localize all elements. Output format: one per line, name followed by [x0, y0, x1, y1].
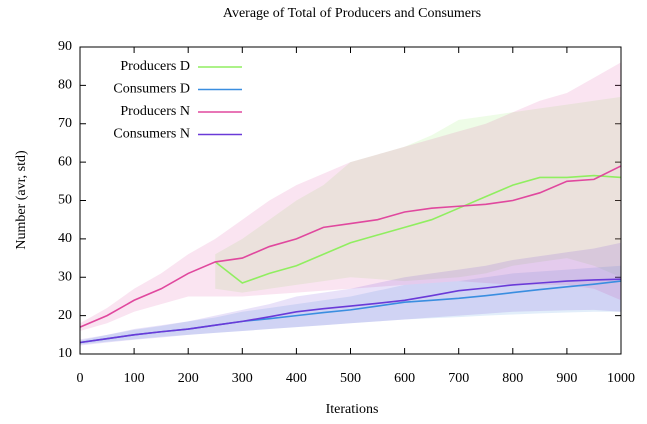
x-tick-label: 100 [124, 371, 145, 386]
x-tick-label: 900 [556, 371, 577, 386]
series-line [79, 278, 622, 344]
x-tick-label: 700 [448, 371, 469, 386]
y-tick-label: 60 [58, 154, 72, 169]
x-axis-label: Iterations [326, 402, 379, 417]
y-tick-label: 40 [58, 231, 72, 246]
series-line [214, 174, 622, 284]
plot-frame [79, 46, 622, 355]
x-tick-label: 1000 [607, 371, 635, 386]
std-band [215, 96, 621, 293]
std-band [80, 242, 621, 346]
x-tick-label: 500 [340, 371, 361, 386]
legend-label: Consumers N [113, 127, 190, 142]
std-band [80, 62, 621, 331]
y-tick-label: 20 [58, 308, 72, 323]
y-tick-label: 70 [58, 116, 72, 131]
y-tick-label: 90 [58, 39, 72, 54]
y-tick-label: 10 [58, 346, 72, 361]
chart-title: Average of Total of Producers and Consum… [223, 6, 481, 21]
y-tick-label: 50 [58, 193, 72, 208]
x-tick-label: 800 [502, 371, 523, 386]
y-tick-label: 30 [58, 269, 72, 284]
x-tick-label: 200 [178, 371, 199, 386]
y-tick-label: 80 [58, 78, 72, 93]
legend-label: Producers D [120, 59, 190, 74]
x-tick-label: 0 [77, 371, 84, 386]
legend-label: Producers N [120, 104, 190, 119]
y-axis-label: Number (avr, std) [14, 150, 29, 250]
x-tick-label: 300 [232, 371, 253, 386]
series-line [79, 165, 622, 328]
legend-label: Consumers D [113, 82, 190, 97]
x-tick-label: 400 [286, 371, 307, 386]
x-tick-label: 600 [394, 371, 415, 386]
